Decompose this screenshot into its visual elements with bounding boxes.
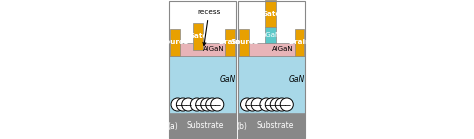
Text: −: − [199,100,206,109]
Bar [169,56,236,113]
Text: −: − [263,100,270,109]
Text: AlGaN: AlGaN [203,46,224,52]
Circle shape [251,98,264,111]
Circle shape [265,98,278,111]
Circle shape [171,98,184,111]
Text: Gate: Gate [261,11,281,17]
Text: −: − [179,100,187,109]
Circle shape [206,98,219,111]
Bar [265,0,276,27]
Circle shape [275,98,288,111]
Text: −: − [278,100,285,109]
Text: pGaN: pGaN [261,32,281,38]
Text: −: − [209,100,216,109]
Circle shape [270,98,283,111]
Circle shape [191,98,203,111]
Bar [170,29,180,56]
Text: Source: Source [161,39,189,45]
Text: Gate: Gate [189,33,208,39]
Circle shape [182,98,195,111]
Bar [225,29,235,56]
Text: −: − [184,100,192,109]
Text: GaN: GaN [219,75,236,84]
Text: recess: recess [197,9,220,45]
Circle shape [196,98,209,111]
Text: −: − [268,100,275,109]
Circle shape [240,98,254,111]
Bar [193,23,203,50]
Circle shape [246,98,259,111]
Bar [169,113,236,138]
Text: AlGaN: AlGaN [272,46,294,52]
Text: −: − [273,100,281,109]
Text: Substrate: Substrate [187,121,224,130]
Text: −: − [193,100,201,109]
Text: −: − [254,100,262,109]
Bar [193,43,203,50]
Bar [169,43,236,56]
Text: −: − [213,100,221,109]
Circle shape [211,98,224,111]
Text: −: − [243,100,251,109]
Text: Drain: Drain [219,39,241,45]
Text: (a): (a) [167,122,178,131]
Bar [238,1,305,138]
Bar [239,29,249,56]
Bar [295,29,304,56]
Circle shape [280,98,293,111]
Text: GaN: GaN [289,75,305,84]
Text: −: − [174,100,182,109]
Bar [169,1,236,138]
Bar [265,27,276,43]
Circle shape [201,98,214,111]
Text: Substrate: Substrate [256,121,294,130]
Circle shape [176,98,190,111]
Text: (b): (b) [237,122,247,131]
Circle shape [260,98,273,111]
Bar [238,43,305,56]
Text: −: − [203,100,211,109]
Text: −: − [249,100,256,109]
Bar [238,113,305,138]
Text: −: − [283,100,291,109]
Text: Drain: Drain [288,39,310,45]
Text: Source: Source [230,39,258,45]
Bar [238,56,305,113]
